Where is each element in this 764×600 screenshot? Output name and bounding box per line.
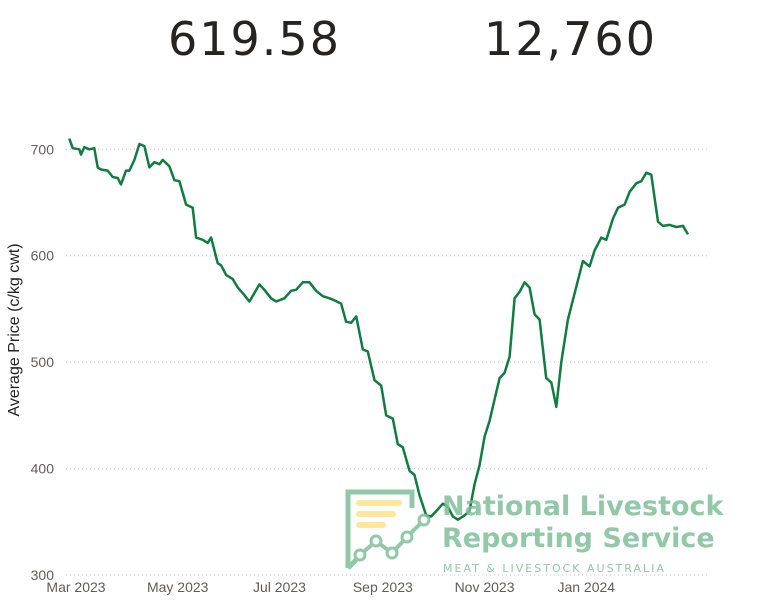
y-tick-label: 600 [31, 248, 55, 264]
series-layer [68, 138, 690, 521]
y-tick-label: 300 [31, 567, 55, 583]
x-tick-label: May 2023 [147, 579, 209, 595]
x-tick-label: Jul 2023 [253, 579, 306, 595]
price-series-line [68, 138, 690, 521]
head-count-kpi: 12,760 [484, 12, 657, 66]
nlrs-logo-watermark: National Livestock Reporting Service MEA… [345, 489, 725, 575]
x-tick-label: Mar 2023 [46, 579, 105, 595]
y-axis-ticks: 300 400 500 600 700 [31, 141, 55, 583]
x-tick-label: Jan 2024 [557, 579, 615, 595]
watermark-line1: National Livestock [442, 491, 725, 522]
x-tick-label: Nov 2023 [455, 579, 515, 595]
y-tick-label: 700 [31, 141, 55, 157]
y-tick-label: 400 [31, 461, 55, 477]
y-tick-label: 500 [31, 354, 55, 370]
average-price-kpi: 619.58 [168, 12, 341, 66]
watermark-line2: Reporting Service [442, 523, 715, 554]
y-axis-label: Average Price (c/kg cwt) [6, 243, 23, 416]
watermark-line3: MEAT & LIVESTOCK AUSTRALIA [443, 562, 666, 575]
x-axis-ticks: Mar 2023 May 2023 Jul 2023 Sep 2023 Nov 2023… [46, 579, 615, 595]
nlrs-logo-icon [345, 489, 431, 570]
x-tick-label: Sep 2023 [353, 579, 413, 595]
